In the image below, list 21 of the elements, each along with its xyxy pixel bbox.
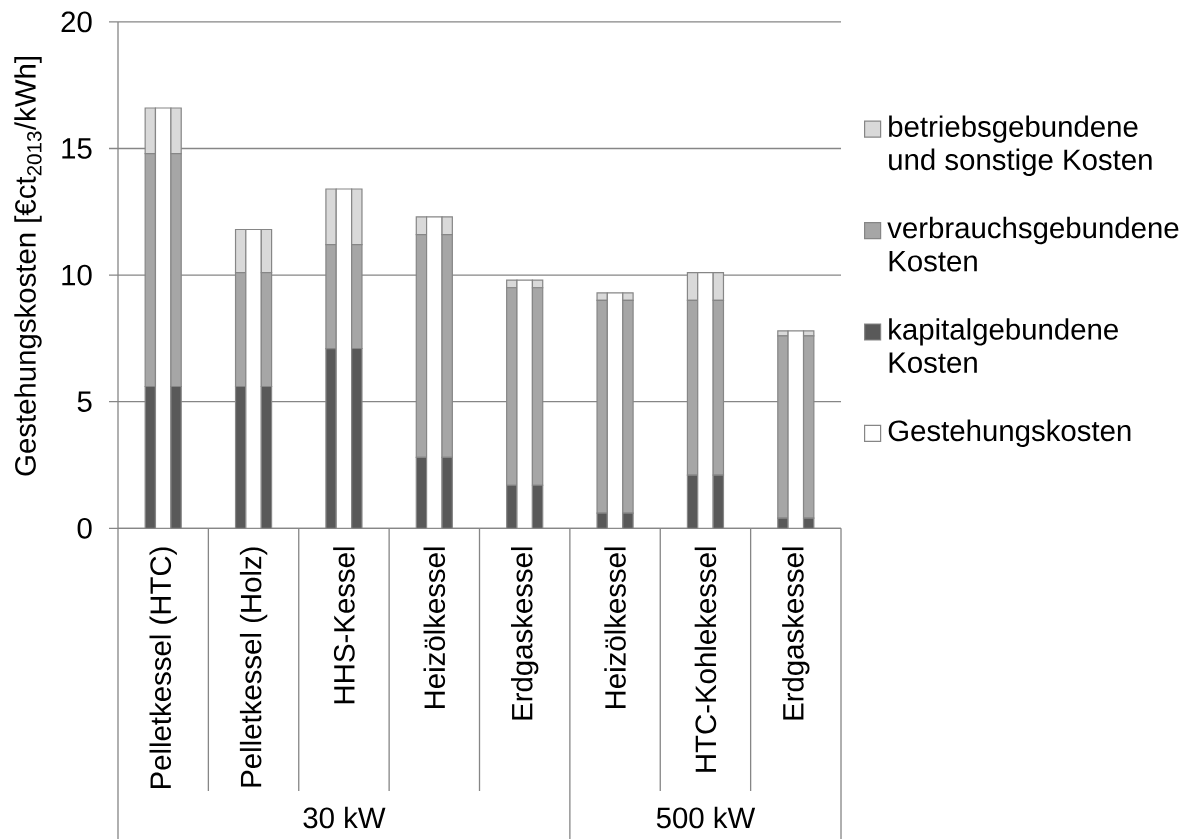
- y-tick-label: 15: [62, 138, 92, 159]
- y-tick-label: 5: [77, 391, 92, 412]
- y-tick-label: 10: [62, 264, 92, 286]
- text: Gestehungskosten: [888, 419, 1131, 447]
- y-axis-title: Gestehungskosten [€ct$_{2013}$/kWh]: [14, 57, 42, 476]
- text: 30 kW: [303, 806, 386, 829]
- text: 500 kW: [656, 806, 756, 829]
- x-tick-label: Heizölkessel: [604, 547, 626, 709]
- x-tick-label: Pelletkessel (HTC): [149, 547, 177, 789]
- x-tick-label: HTC-Kohlekessel: [694, 547, 717, 772]
- x-tick-label: Erdgaskessel: [510, 547, 539, 720]
- legend-label: kapitalgebundene Kosten: [889, 318, 1118, 373]
- x-tick-label: HHS-Kessel: [333, 547, 355, 704]
- x-tick-label: Heizölkessel: [423, 547, 446, 709]
- y-tick-label: 0: [77, 517, 92, 539]
- bar: [245, 228, 262, 529]
- x-tick-label: Pelletkessel (Holz): [239, 547, 268, 787]
- legend-label: verbrauchsgebundene Kosten: [887, 216, 1179, 272]
- x-tick-label: Erdgaskessel: [782, 547, 810, 720]
- y-tick-label: 20: [61, 11, 92, 33]
- legend-label: betriebsgebundene und sonstige Kosten: [889, 115, 1152, 176]
